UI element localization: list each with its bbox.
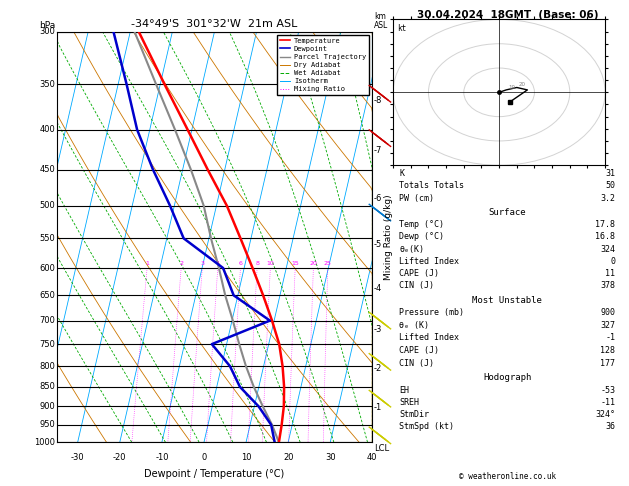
Legend: Temperature, Dewpoint, Parcel Trajectory, Dry Adiabat, Wet Adiabat, Isotherm, Mi: Temperature, Dewpoint, Parcel Trajectory… xyxy=(277,35,369,95)
Text: CAPE (J): CAPE (J) xyxy=(399,269,440,278)
Text: 25: 25 xyxy=(324,261,331,266)
Text: 17.8: 17.8 xyxy=(595,220,615,229)
Text: -1: -1 xyxy=(605,333,615,343)
Text: 30: 30 xyxy=(325,452,336,462)
Text: 650: 650 xyxy=(39,291,55,300)
Text: 800: 800 xyxy=(39,362,55,371)
Text: Dewpoint / Temperature (°C): Dewpoint / Temperature (°C) xyxy=(145,469,284,479)
Text: 950: 950 xyxy=(39,420,55,429)
Text: -6: -6 xyxy=(374,194,382,204)
Text: 400: 400 xyxy=(39,125,55,134)
Text: 31: 31 xyxy=(605,169,615,178)
Text: 327: 327 xyxy=(600,321,615,330)
Text: 900: 900 xyxy=(600,308,615,317)
Text: km
ASL: km ASL xyxy=(374,12,388,30)
Text: 128: 128 xyxy=(600,346,615,355)
Text: 11: 11 xyxy=(605,269,615,278)
Text: Mixing Ratio (g/kg): Mixing Ratio (g/kg) xyxy=(384,194,392,280)
Text: 10: 10 xyxy=(508,85,515,90)
Text: θₑ (K): θₑ (K) xyxy=(399,321,430,330)
Text: 2: 2 xyxy=(179,261,183,266)
Text: 10: 10 xyxy=(267,261,274,266)
Text: 378: 378 xyxy=(600,281,615,290)
Text: hPa: hPa xyxy=(39,20,55,30)
Text: StmDir: StmDir xyxy=(399,410,430,419)
Text: Lifted Index: Lifted Index xyxy=(399,333,459,343)
Text: Totals Totals: Totals Totals xyxy=(399,181,464,191)
Text: 36: 36 xyxy=(605,422,615,431)
Text: kt: kt xyxy=(397,24,406,34)
Text: 4: 4 xyxy=(216,261,220,266)
Text: 8: 8 xyxy=(255,261,259,266)
Text: 750: 750 xyxy=(39,340,55,348)
Text: 15: 15 xyxy=(291,261,299,266)
Text: 0: 0 xyxy=(201,452,206,462)
Text: Pressure (mb): Pressure (mb) xyxy=(399,308,464,317)
Text: Temp (°C): Temp (°C) xyxy=(399,220,444,229)
Text: © weatheronline.co.uk: © weatheronline.co.uk xyxy=(459,472,556,481)
Text: -1: -1 xyxy=(374,402,382,412)
Text: Most Unstable: Most Unstable xyxy=(472,296,542,305)
Text: -3: -3 xyxy=(374,325,382,334)
Text: -5: -5 xyxy=(374,240,382,249)
Text: 450: 450 xyxy=(39,165,55,174)
Text: -30: -30 xyxy=(71,452,84,462)
Text: Hodograph: Hodograph xyxy=(483,373,532,382)
Text: Dewp (°C): Dewp (°C) xyxy=(399,232,444,242)
Text: 30.04.2024  18GMT  (Base: 06): 30.04.2024 18GMT (Base: 06) xyxy=(416,10,598,20)
Text: CIN (J): CIN (J) xyxy=(399,359,435,367)
Text: -8: -8 xyxy=(374,96,382,105)
Text: 300: 300 xyxy=(39,27,55,36)
Text: 850: 850 xyxy=(39,382,55,391)
Text: K: K xyxy=(399,169,404,178)
Text: 16.8: 16.8 xyxy=(595,232,615,242)
Text: -2: -2 xyxy=(374,364,382,373)
Text: 324: 324 xyxy=(600,244,615,254)
Text: 10: 10 xyxy=(241,452,252,462)
Text: -4: -4 xyxy=(374,284,382,293)
Text: 177: 177 xyxy=(600,359,615,367)
Text: θₑ(K): θₑ(K) xyxy=(399,244,425,254)
Text: -10: -10 xyxy=(155,452,169,462)
Text: CIN (J): CIN (J) xyxy=(399,281,435,290)
Title: -34°49'S  301°32'W  21m ASL: -34°49'S 301°32'W 21m ASL xyxy=(131,19,298,30)
Text: 324°: 324° xyxy=(595,410,615,419)
Text: Surface: Surface xyxy=(489,208,526,217)
Text: 600: 600 xyxy=(39,263,55,273)
Text: Lifted Index: Lifted Index xyxy=(399,257,459,266)
Text: 20: 20 xyxy=(518,82,526,87)
Text: 550: 550 xyxy=(39,234,55,243)
Text: 40: 40 xyxy=(367,452,377,462)
Text: -11: -11 xyxy=(600,398,615,407)
Text: LCL: LCL xyxy=(374,444,389,453)
Text: -20: -20 xyxy=(113,452,126,462)
Text: 20: 20 xyxy=(283,452,293,462)
Text: 1: 1 xyxy=(145,261,149,266)
Text: -7: -7 xyxy=(374,146,382,155)
Text: SREH: SREH xyxy=(399,398,420,407)
Text: CAPE (J): CAPE (J) xyxy=(399,346,440,355)
Text: 50: 50 xyxy=(605,181,615,191)
Text: 700: 700 xyxy=(39,316,55,325)
Text: 0: 0 xyxy=(610,257,615,266)
Text: 3.2: 3.2 xyxy=(600,193,615,203)
Text: 1000: 1000 xyxy=(34,438,55,447)
Text: 900: 900 xyxy=(39,402,55,411)
Text: StmSpd (kt): StmSpd (kt) xyxy=(399,422,454,431)
Text: 6: 6 xyxy=(238,261,242,266)
Text: 350: 350 xyxy=(39,80,55,88)
Text: -53: -53 xyxy=(600,385,615,395)
Text: 500: 500 xyxy=(39,201,55,210)
Text: 20: 20 xyxy=(309,261,317,266)
Text: 3: 3 xyxy=(200,261,204,266)
Text: EH: EH xyxy=(399,385,409,395)
Text: PW (cm): PW (cm) xyxy=(399,193,435,203)
